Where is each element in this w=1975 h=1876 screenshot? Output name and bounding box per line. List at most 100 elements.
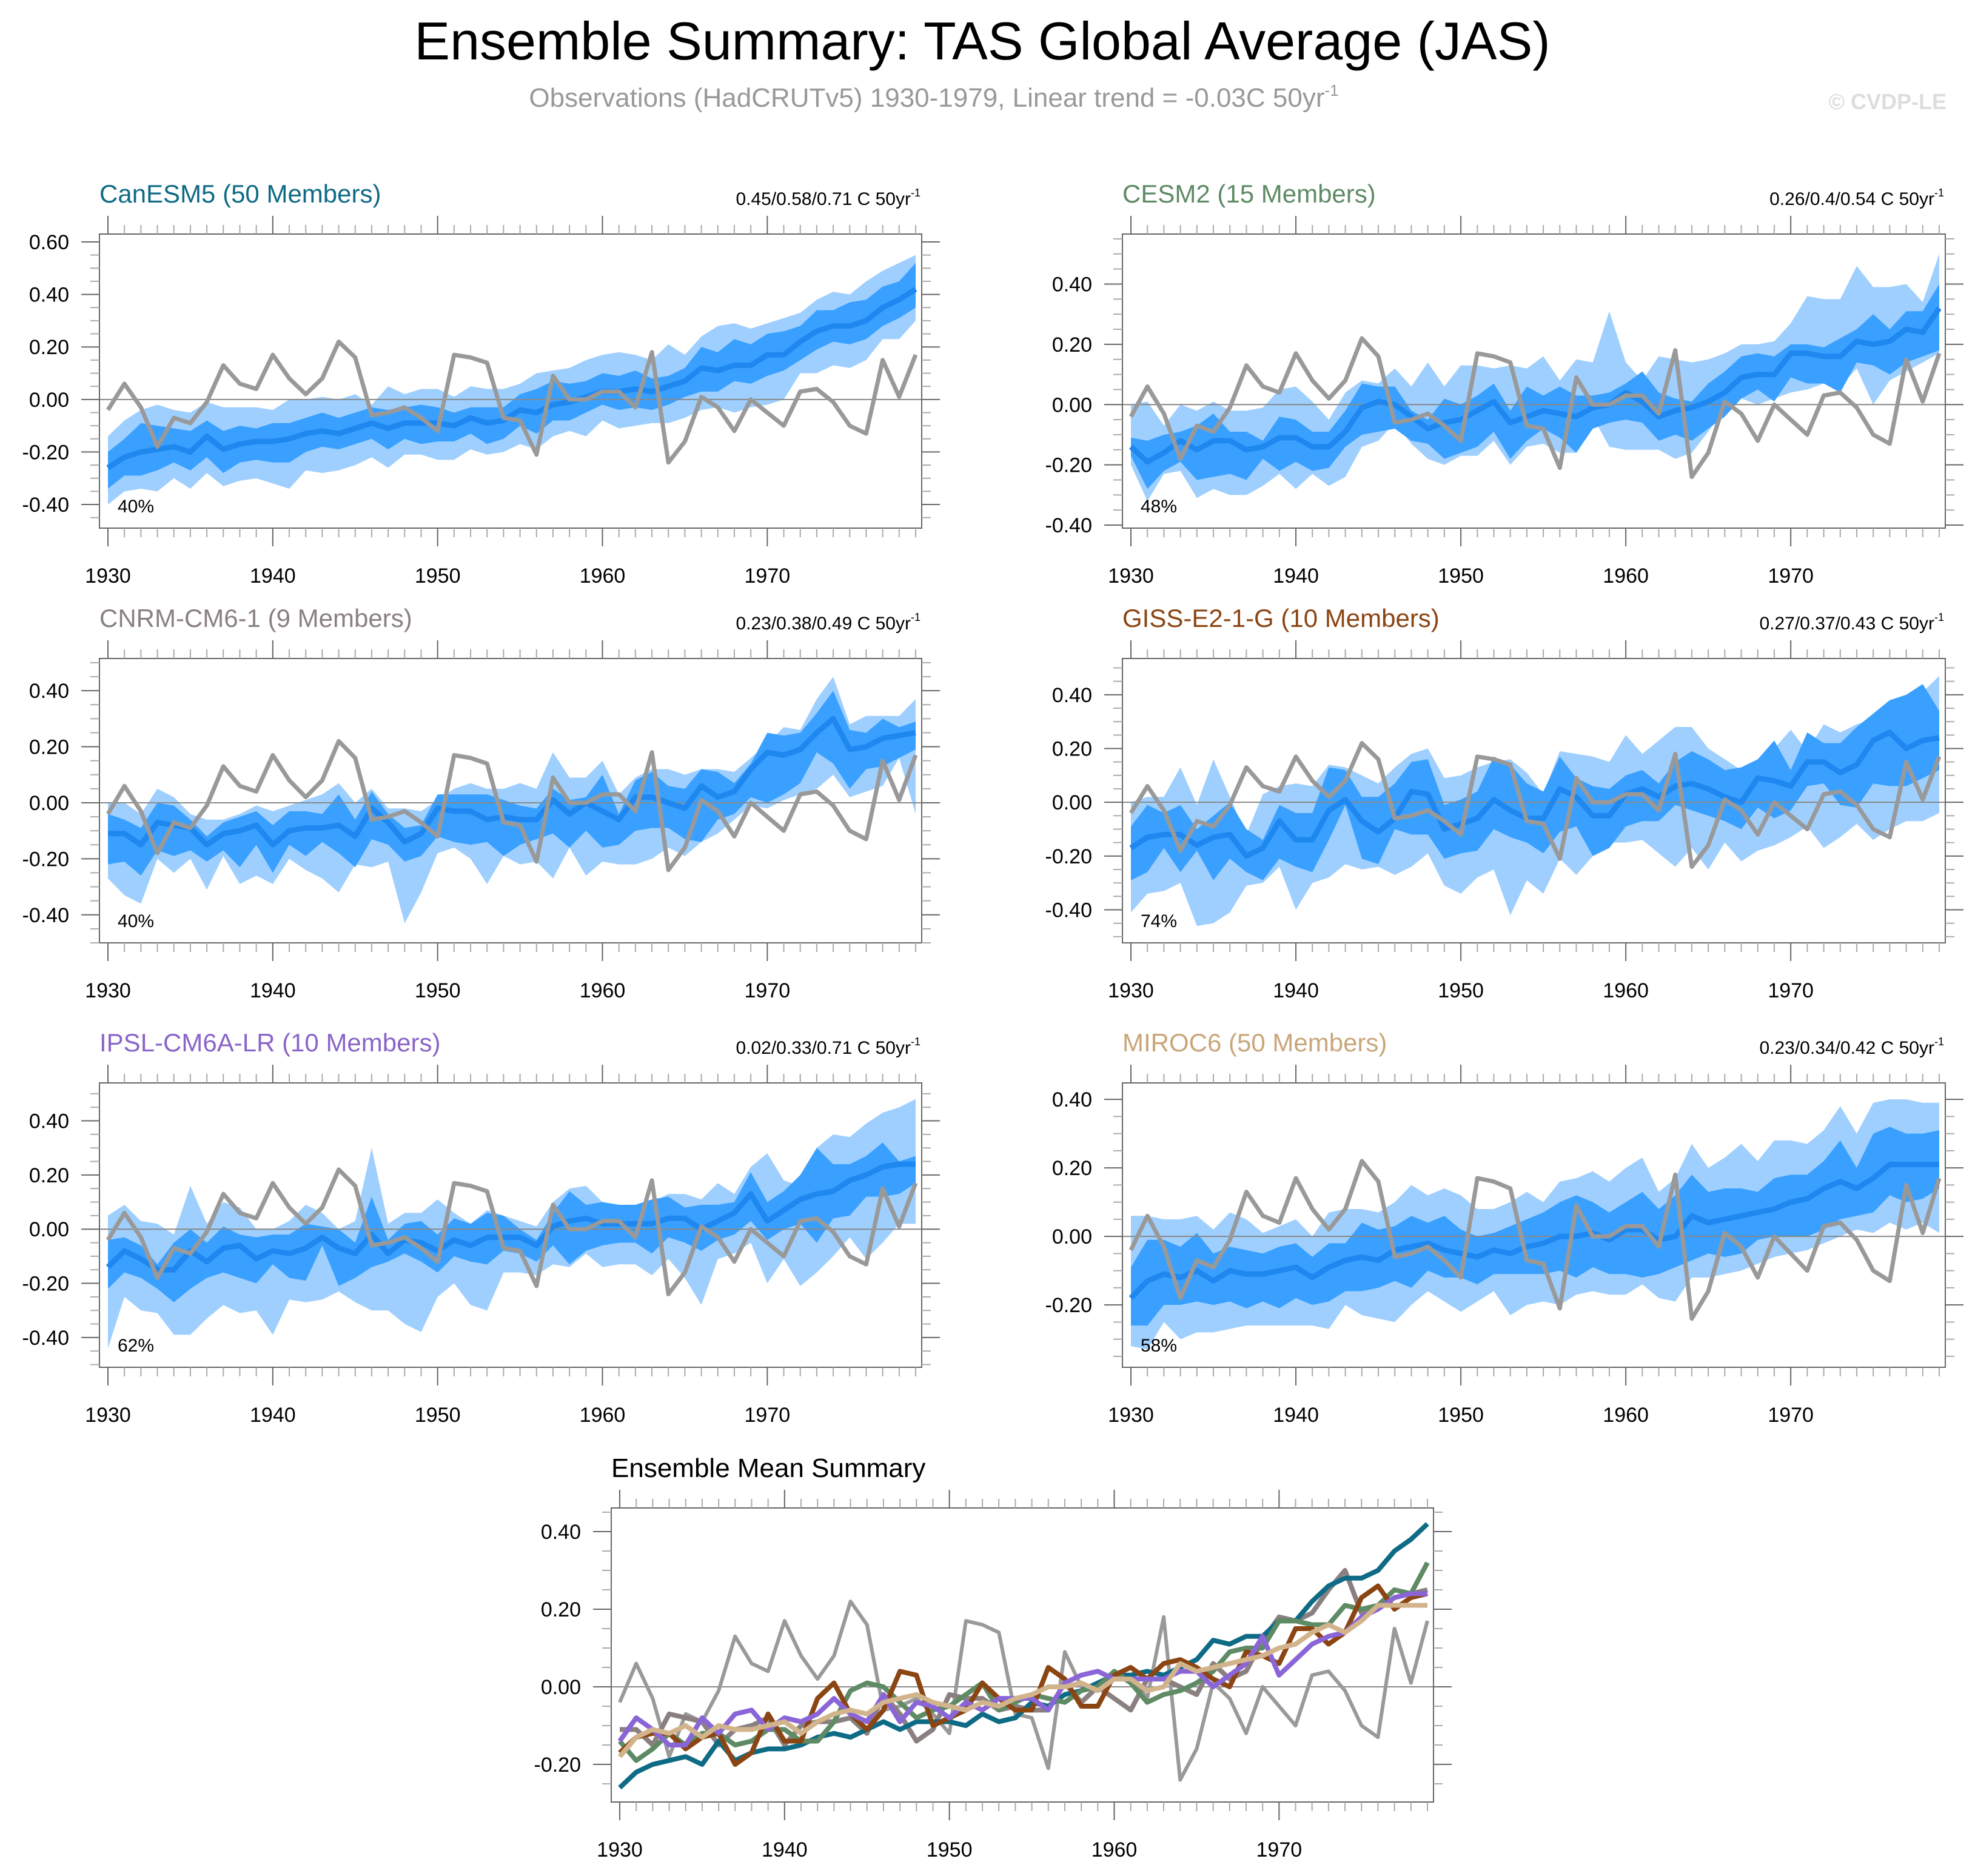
x-tick-label: 1930 [85,979,131,1002]
x-tick-label: 1930 [85,1404,131,1427]
observations-line [1128,1159,1942,1321]
x-tick-label: 1950 [415,564,461,588]
y-tick-label: -0.20 [22,1273,70,1296]
ensemble-mean-line [106,1161,916,1273]
x-tick-label: 1940 [762,1838,808,1861]
percent-label: 62% [118,1336,154,1356]
y-tick-label: -0.20 [534,1754,582,1777]
y-tick-label: 0.20 [1052,738,1092,761]
trend-text: 0.45/0.58/0.71 C 50yr [736,189,911,209]
trend-label: 0.02/0.33/0.71 C 50yr-1 [736,1036,920,1058]
x-tick-label: 1950 [1438,979,1484,1002]
observations-line [106,340,918,465]
ensemble-mean-line [1128,1161,1939,1300]
inner-spread-band [108,691,916,876]
plot-frame [1122,233,1946,529]
trend-label: 0.23/0.38/0.49 C 50yr-1 [736,611,920,634]
ensemble-mean-line [106,287,917,471]
y-tick-label: 0.40 [1052,684,1092,707]
panel-title: Ensemble Mean Summary [611,1453,925,1483]
percent-label: 40% [118,911,154,931]
y-tick-label: 0.60 [29,231,69,254]
y-tick-label: -0.40 [22,494,70,517]
series-line-observations [618,1600,1429,1782]
y-tick-label: -0.40 [1045,899,1093,922]
panel-canesm5: CanESM5 (50 Members) 0.45/0.58/0.71 C 50y… [22,179,940,588]
subtitle-text: Observations (HadCRUTv5) 1930-1979, Line… [529,83,1324,113]
x-tick-label: 1950 [1438,1404,1484,1427]
panel-cesm2: CESM2 (15 Members) 0.26/0.4/0.54 C 50yr-1… [1045,179,1963,588]
y-tick-label: -0.20 [1045,454,1093,477]
trend-label: 0.26/0.4/0.54 C 50yr-1 [1769,187,1944,209]
trend-sup: -1 [911,1036,920,1048]
trend-sup: -1 [911,611,920,623]
x-tick-label: 1930 [1108,979,1154,1002]
y-tick-label: -0.40 [22,904,70,927]
y-tick-label: 0.20 [29,736,69,759]
trend-sup: -1 [1934,187,1944,199]
panel-ipsl-cm6a-lr: IPSL-CM6A-LR (10 Members) 0.02/0.33/0.71 … [22,1028,940,1427]
observations-line [106,1167,918,1296]
observations-line [1129,741,1942,869]
percent-label: 74% [1141,911,1177,931]
x-tick-label: 1950 [1438,564,1484,588]
panel-title: IPSL-CM6A-LR (10 Members) [99,1028,440,1057]
x-tick-label: 1970 [745,979,791,1002]
panel-cnrm-cm6-1: CNRM-CM6-1 (9 Members) 0.23/0.38/0.49 C 5… [22,604,940,1002]
observations-line [1128,336,1942,480]
panel-giss-e2-1-g: GISS-E2-1-G (10 Members) 0.27/0.37/0.43 C… [1045,604,1963,1002]
x-tick-label: 1970 [1768,979,1814,1002]
y-tick-label: -0.20 [22,441,70,464]
y-tick-label: 0.00 [29,389,69,412]
panel-miroc6: MIROC6 (50 Members) 0.23/0.34/0.42 C 50yr… [1045,1028,1963,1427]
trend-text: 0.02/0.33/0.71 C 50yr [736,1038,911,1058]
x-tick-label: 1940 [250,1404,296,1427]
percent-label: 40% [118,497,154,517]
y-tick-label: 0.40 [29,284,69,307]
y-tick-label: 0.40 [1052,273,1092,296]
x-tick-label: 1960 [1603,564,1649,588]
x-tick-label: 1960 [580,1404,626,1427]
y-tick-label: 0.40 [541,1521,581,1544]
percent-label: 48% [1141,497,1177,517]
x-tick-label: 1970 [745,1404,791,1427]
x-tick-label: 1930 [85,564,131,588]
x-tick-label: 1930 [597,1838,643,1861]
plot-frame [611,1507,1434,1803]
y-tick-label: -0.40 [1045,514,1093,537]
y-tick-label: -0.20 [1045,1294,1093,1317]
y-tick-label: 0.00 [1052,1225,1092,1248]
subtitle-sup: -1 [1324,81,1338,99]
y-tick-label: 0.20 [541,1598,581,1621]
x-tick-label: 1960 [1603,1404,1649,1427]
x-tick-label: 1940 [250,564,296,588]
subtitle: Observations (HadCRUTv5) 1930-1979, Line… [529,81,1338,113]
y-tick-label: 0.40 [1052,1088,1092,1111]
trend-text: 0.23/0.38/0.49 C 50yr [736,614,911,634]
plot-frame [1122,1082,1946,1368]
x-tick-label: 1950 [415,979,461,1002]
y-tick-label: 0.40 [29,680,69,703]
x-tick-label: 1940 [1273,564,1319,588]
ensemble-mean-line [108,715,916,848]
x-tick-label: 1970 [1768,564,1814,588]
series-line-cnrm-cm6-1 [620,1568,1428,1747]
watermark: © CVDP-LE [1828,89,1946,114]
trend-text: 0.26/0.4/0.54 C 50yr [1769,189,1934,209]
panel-title: CESM2 (15 Members) [1122,179,1376,208]
x-tick-label: 1950 [415,1404,461,1427]
x-tick-label: 1960 [580,564,626,588]
y-tick-label: 0.20 [29,1164,69,1187]
plot-frame [99,1082,922,1368]
x-tick-label: 1960 [1603,979,1649,1002]
plot-frame [1122,658,1946,943]
observations-line [106,739,918,873]
x-tick-label: 1940 [1273,1404,1319,1427]
inner-spread-band [108,1142,916,1302]
series-line-canesm5 [618,1522,1429,1790]
x-tick-label: 1970 [1768,1404,1814,1427]
y-tick-label: -0.40 [22,1327,70,1350]
trend-sup: -1 [911,187,920,199]
series-line-miroc6 [617,1603,1427,1758]
plot-frame [99,233,922,529]
